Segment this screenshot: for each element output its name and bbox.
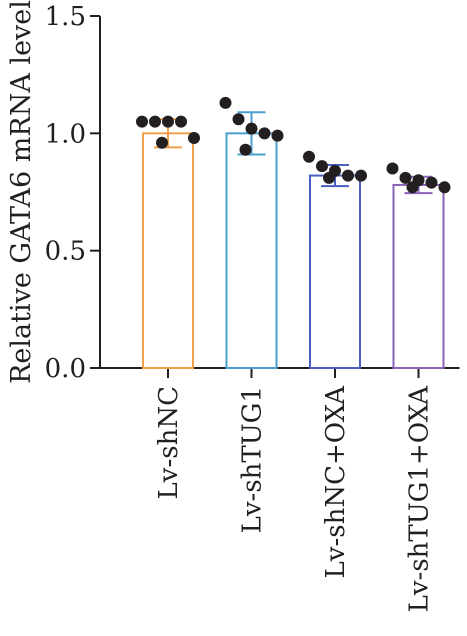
category-label: Lv-shNC+OXA <box>321 385 351 579</box>
error-bars <box>154 111 433 195</box>
category-labels: Lv-shNC Lv-shTUG1 Lv-shNC+OXA Lv-shTUG1+OXA <box>154 385 435 613</box>
data-point <box>149 115 161 128</box>
data-point <box>303 150 315 163</box>
category-label: Lv-shTUG1+OXA <box>405 385 435 613</box>
data-point <box>258 127 271 140</box>
data-point <box>438 181 451 194</box>
category-label: Lv-shNC <box>154 386 184 499</box>
data-point <box>316 160 328 173</box>
data-point <box>239 143 252 156</box>
bar <box>309 174 361 369</box>
data-points <box>136 96 451 194</box>
data-point <box>323 171 335 184</box>
data-point <box>136 115 148 128</box>
data-point <box>219 96 232 109</box>
y-tick-label: 0.5 <box>45 237 86 267</box>
y-tick-label: 1.0 <box>45 119 86 149</box>
y-tick-label: 1.5 <box>45 2 86 32</box>
bar <box>142 132 194 369</box>
y-tick-label: 0.0 <box>45 354 86 384</box>
data-point <box>425 176 438 189</box>
data-point <box>406 181 419 194</box>
data-point <box>245 122 258 135</box>
y-axis-title: Relative GATA6 mRNA level <box>6 0 37 384</box>
data-point <box>386 162 399 175</box>
y-axis: 0.0 0.5 1.0 1.5 <box>45 2 101 384</box>
data-point <box>175 115 187 128</box>
data-point <box>156 136 168 149</box>
bar <box>225 132 278 369</box>
data-point <box>342 169 354 182</box>
x-axis <box>100 367 460 378</box>
data-point <box>162 115 174 128</box>
category-label: Lv-shTUG1 <box>238 386 268 533</box>
data-point <box>355 169 367 182</box>
data-point <box>271 129 284 142</box>
data-point <box>399 171 412 184</box>
bar <box>392 183 445 369</box>
data-point <box>188 132 200 145</box>
data-point <box>232 113 245 126</box>
